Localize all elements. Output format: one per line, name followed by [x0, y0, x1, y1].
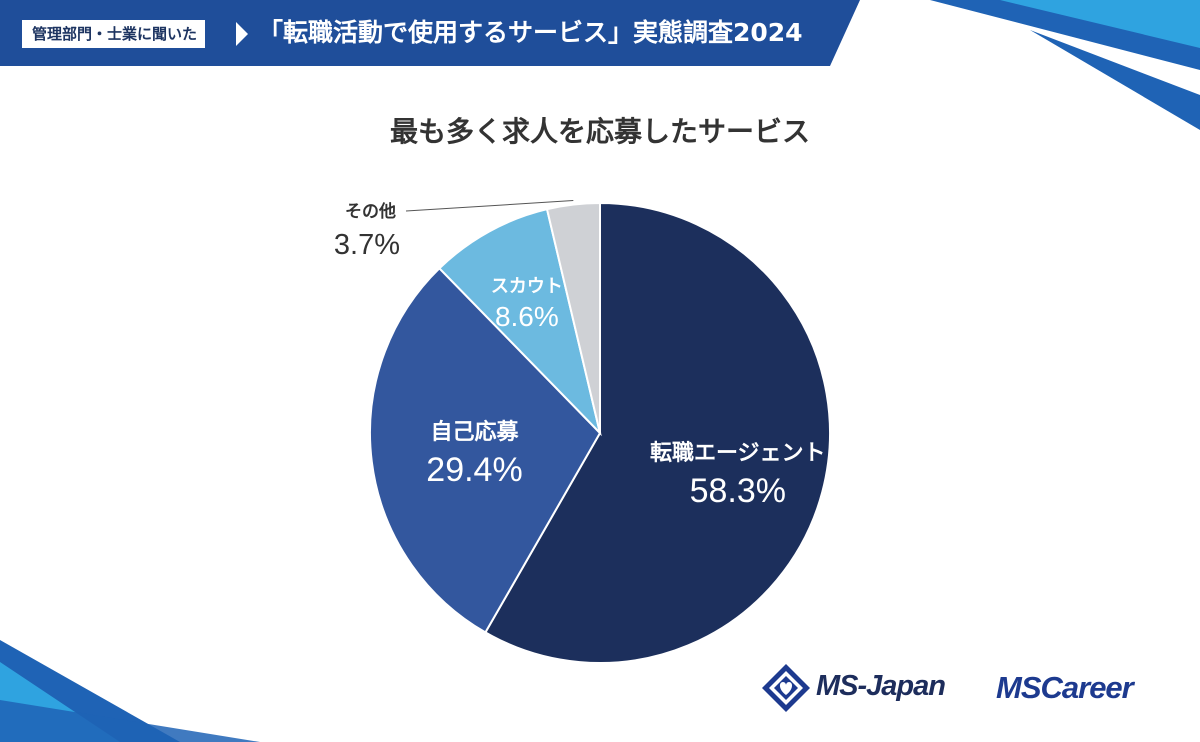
pie-slice-4: [545, 201, 601, 434]
leader-line-4: [405, 200, 574, 212]
pie-slice-2: [369, 266, 602, 634]
slice-value-4: 3.7%: [334, 229, 400, 261]
slice-label-2: 自己応募: [430, 419, 519, 445]
header-badge-arrow-icon: [236, 22, 248, 46]
ms-japan-logo: MS-Japan: [760, 662, 980, 714]
slice-label-4: その他: [345, 201, 396, 222]
slice-value-2: 29.4%: [426, 451, 522, 489]
pie-slice-1: [484, 201, 831, 664]
slice-value-3: 8.6%: [495, 301, 559, 332]
ms-career-logo: MSCareer: [996, 670, 1134, 705]
chart-title: 最も多く求人を応募したサービス: [389, 115, 810, 148]
header-banner: 管理部門・士業に聞いた 「転職活動で使用するサービス」実態調査2024: [0, 0, 860, 66]
ms-japan-logo-text: MS-Japan: [816, 670, 946, 702]
ms-japan-diamond-heart-icon: [762, 664, 810, 712]
header-banner-shape: [0, 0, 860, 66]
header-title: 「転職活動で使用するサービス」実態調査2024: [258, 18, 803, 47]
header-badge: 管理部門・士業に聞いた: [22, 20, 206, 48]
corner-stripe-bottom-left-accent: [0, 700, 260, 742]
slice-label-3: スカウト: [491, 276, 563, 297]
slice-label-1: 転職エージェント: [650, 440, 826, 466]
corner-stripe-top-right-light: [1000, 0, 1200, 48]
slice-value-1: 58.3%: [690, 472, 786, 510]
corner-stripe-top-right-accent: [1030, 30, 1200, 130]
